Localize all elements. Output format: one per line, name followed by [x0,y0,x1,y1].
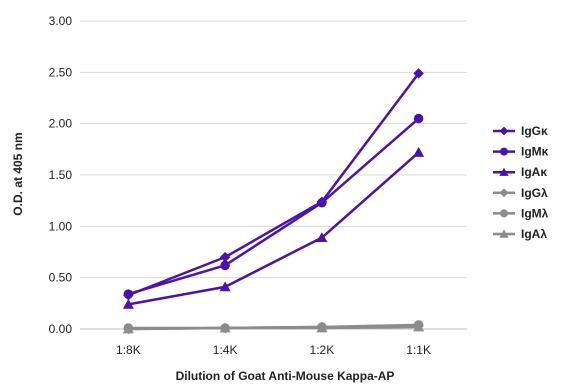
data-point [413,320,424,332]
data-point [316,321,328,333]
legend: IgGκ IgMκ IgAκ IgGλ IgMλ IgAλ [493,124,549,241]
data-point [219,251,231,263]
legend-item: IgAκ [493,165,547,179]
x-tick-label: 1:2K [310,343,335,357]
legend-item: IgGκ [493,124,548,138]
legend-marker [500,147,508,156]
y-tick-label: 1.50 [49,168,73,182]
y-tick-label: 3.00 [49,14,73,28]
series-line [128,324,419,331]
data-point [316,196,328,207]
legend-label: IgAκ [521,165,547,179]
series-layer [122,68,425,335]
legend-label: IgMλ [521,206,549,220]
y-tick-labels: 0.00 0.50 1.00 1.50 2.00 2.50 3.00 [49,14,73,336]
series-line [128,117,420,296]
data-point [413,113,424,124]
data-point [123,323,134,335]
y-tick-label: 2.00 [49,117,73,131]
legend-marker [500,209,508,218]
legend-label: IgGκ [521,124,548,138]
data-point [123,289,134,301]
x-tick-labels: 1:8K 1:4K 1:2K 1:1K [116,343,431,357]
legend-marker [499,167,509,176]
y-tick-label: 0.50 [49,271,73,285]
series-line [128,151,420,306]
series-1 [123,113,424,299]
legend-label: IgAλ [521,227,547,241]
x-tick-label: 1:4K [213,343,238,357]
x-tick-label: 1:1K [406,343,431,357]
legend-item: IgMκ [493,145,549,159]
y-tick-label: 0.00 [49,322,73,336]
data-point [219,281,231,292]
series-3 [123,320,424,335]
data-point [220,260,230,271]
data-point [413,68,424,79]
legend-marker [499,229,509,238]
legend-marker [499,188,509,198]
legend-label: IgMκ [521,145,549,159]
y-axis-title: O.D. at 405 nm [11,132,25,215]
y-tick-label: 2.50 [49,65,73,79]
data-point [122,298,134,309]
legend-item: IgMλ [493,206,549,220]
y-tick-label: 1.00 [49,219,73,233]
series-2 [122,146,425,309]
series-0 [123,68,424,301]
grid [80,20,467,279]
x-axis-title: Dilution of Goat Anti-Mouse Kappa-AP [176,369,395,383]
data-point [219,322,231,334]
x-tick-label: 1:8K [116,343,141,357]
legend-label: IgGλ [521,186,548,200]
legend-item: IgAλ [493,227,547,241]
series-line [127,72,420,297]
legend-item: IgGλ [493,186,548,200]
data-point [413,146,425,157]
data-point [316,232,328,243]
legend-marker [499,126,509,136]
